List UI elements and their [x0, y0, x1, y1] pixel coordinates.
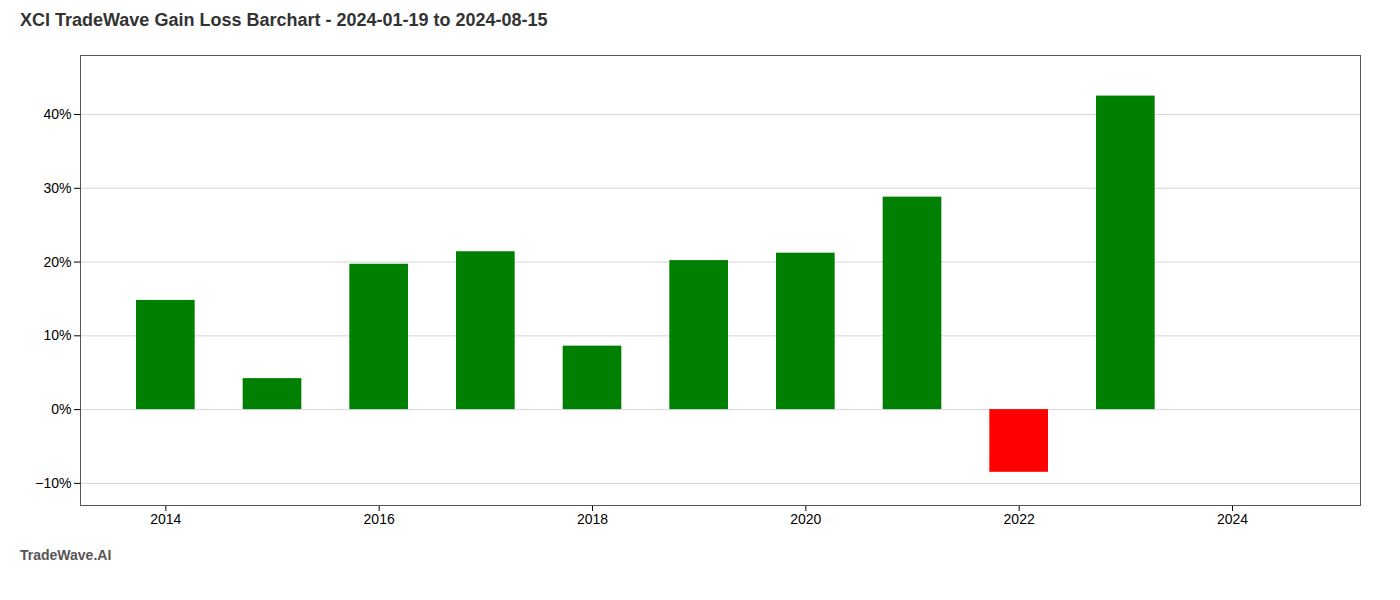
- svg-text:20%: 20%: [43, 254, 71, 270]
- svg-text:30%: 30%: [43, 180, 71, 196]
- svg-text:0%: 0%: [51, 401, 71, 417]
- svg-text:2020: 2020: [790, 511, 821, 527]
- html-text:XCI TradeWave Gain Loss Barcha: XCI TradeWave Gain Loss Barchart - 2024-…: [20, 10, 548, 30]
- svg-text:2024: 2024: [1217, 511, 1248, 527]
- svg-text:2018: 2018: [577, 511, 608, 527]
- html-text:TradeWave.AI: TradeWave.AI: [20, 547, 112, 563]
- svg-text:2014: 2014: [150, 511, 181, 527]
- svg-text:40%: 40%: [43, 106, 71, 122]
- svg-text:10%: 10%: [43, 327, 71, 343]
- svg-text:−10%: −10%: [35, 475, 71, 491]
- svg-text:2022: 2022: [1004, 511, 1035, 527]
- svg-text:2016: 2016: [364, 511, 395, 527]
